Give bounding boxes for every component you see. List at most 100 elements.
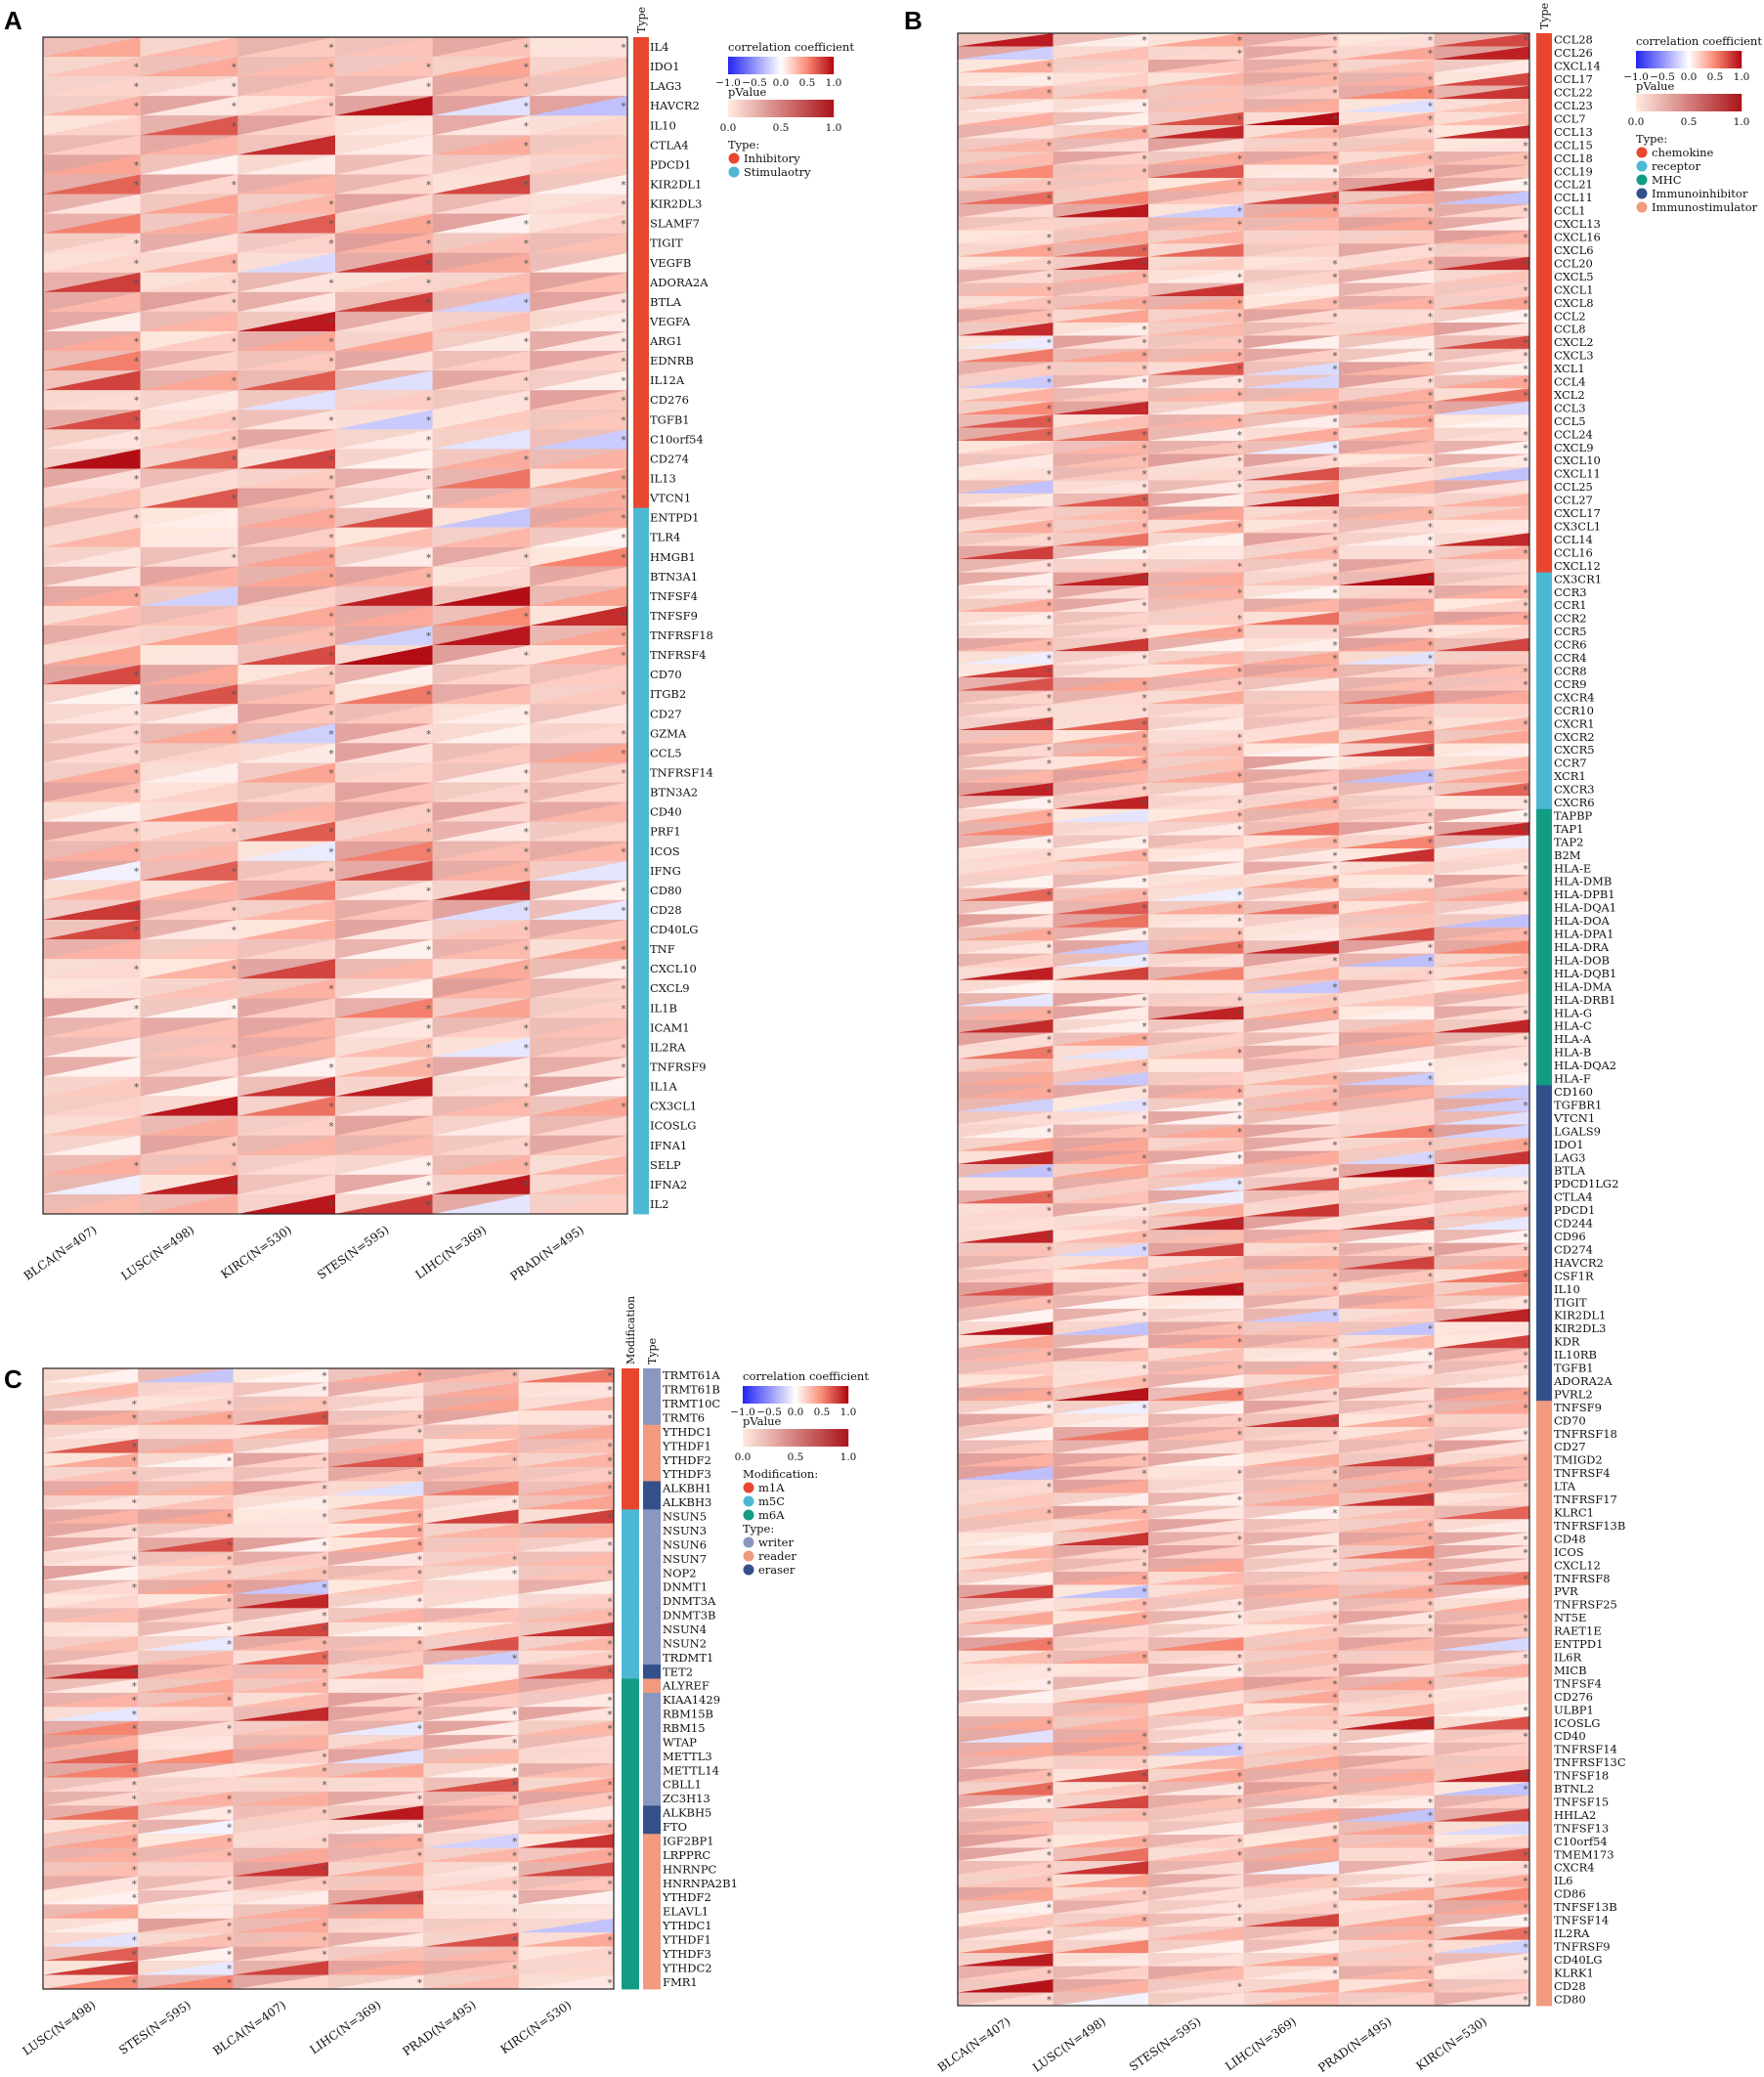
legend-cor-swatch bbox=[767, 57, 770, 74]
legend-cor-swatch bbox=[734, 57, 737, 74]
legend-cor-swatch bbox=[1691, 51, 1694, 68]
correlation-cell bbox=[530, 743, 627, 763]
significance-mark: * bbox=[1237, 352, 1242, 363]
correlation-cell bbox=[335, 449, 433, 469]
legend-dot bbox=[1636, 160, 1648, 172]
correlation-cell bbox=[43, 841, 141, 861]
significance-mark: * bbox=[1333, 851, 1338, 862]
correlation-cell bbox=[530, 626, 627, 646]
gene-label: CXCL9 bbox=[1554, 441, 1594, 454]
significance-mark: * bbox=[1333, 181, 1338, 192]
legend-p-swatch bbox=[1710, 94, 1713, 111]
cohort-label: STES(N=595) bbox=[1127, 2014, 1204, 2074]
correlation-cell bbox=[432, 978, 531, 999]
legend-item-label: m1A bbox=[758, 1481, 785, 1494]
correlation-cell bbox=[140, 1174, 238, 1194]
correlation-cell bbox=[1148, 637, 1244, 652]
significance-mark: * bbox=[1142, 786, 1147, 797]
significance-mark: * bbox=[1237, 1850, 1242, 1861]
significance-mark: * bbox=[1047, 1640, 1052, 1651]
track-cell bbox=[643, 1494, 661, 1510]
legend-p-swatch bbox=[807, 1429, 810, 1447]
significance-mark: * bbox=[1047, 75, 1052, 86]
gene-label: HLA-DQA1 bbox=[1554, 901, 1616, 915]
correlation-cell bbox=[958, 1230, 1054, 1243]
legend-p-swatch bbox=[746, 100, 749, 117]
significance-mark: * bbox=[1428, 575, 1433, 585]
legend-cor-swatch bbox=[773, 57, 776, 74]
track-cell bbox=[643, 1904, 661, 1920]
legend-cor-swatch bbox=[809, 1386, 812, 1404]
correlation-cell bbox=[1148, 164, 1244, 178]
track-cell bbox=[1536, 1150, 1552, 1165]
legend-section-title: Type: bbox=[743, 1522, 774, 1536]
correlation-cell bbox=[140, 566, 238, 586]
correlation-cell bbox=[237, 331, 335, 352]
significance-mark: * bbox=[323, 1781, 327, 1792]
correlation-cell bbox=[1053, 611, 1148, 626]
significance-mark: * bbox=[1142, 1245, 1147, 1256]
correlation-cell bbox=[237, 978, 335, 999]
gene-label: RBM15 bbox=[663, 1721, 706, 1735]
correlation-cell bbox=[43, 782, 141, 802]
significance-mark: * bbox=[232, 337, 237, 348]
correlation-cell bbox=[958, 1703, 1054, 1717]
significance-mark: * bbox=[329, 102, 334, 112]
correlation-cell bbox=[1053, 1032, 1148, 1046]
legend-item-label: Immunoinhibitor bbox=[1652, 187, 1748, 200]
correlation-cell bbox=[958, 388, 1054, 402]
gene-label: TIGIT bbox=[650, 237, 683, 250]
significance-mark: * bbox=[1047, 811, 1052, 822]
significance-mark: * bbox=[1237, 943, 1242, 954]
significance-mark: * bbox=[232, 454, 237, 465]
correlation-cell bbox=[237, 115, 335, 136]
correlation-cell bbox=[432, 546, 531, 567]
gene-label: HNRNPC bbox=[663, 1862, 717, 1876]
significance-mark: * bbox=[1237, 1220, 1242, 1231]
significance-mark: * bbox=[134, 514, 139, 525]
legend-p-swatch bbox=[761, 100, 764, 117]
significance-mark: * bbox=[1237, 1114, 1242, 1125]
track-cell bbox=[1536, 441, 1552, 454]
track-cell bbox=[1536, 808, 1552, 823]
significance-mark: * bbox=[1428, 1535, 1433, 1545]
legend-p-swatch bbox=[1740, 94, 1742, 111]
significance-mark: * bbox=[1047, 1088, 1052, 1099]
significance-mark: * bbox=[1333, 194, 1338, 204]
correlation-cell bbox=[1053, 1795, 1148, 1809]
significance-mark: * bbox=[1142, 1653, 1147, 1664]
significance-mark: * bbox=[329, 82, 334, 93]
correlation-cell bbox=[432, 429, 531, 450]
significance-mark: * bbox=[1142, 378, 1147, 389]
legend-p-swatch bbox=[791, 100, 794, 117]
significance-mark: * bbox=[1428, 1220, 1433, 1231]
correlation-cell bbox=[237, 1193, 335, 1214]
significance-mark: * bbox=[1333, 1390, 1338, 1401]
significance-mark: * bbox=[1333, 1929, 1338, 1940]
correlation-cell bbox=[237, 605, 335, 626]
significance-mark: * bbox=[1047, 338, 1052, 349]
correlation-cell bbox=[335, 782, 433, 802]
correlation-cell bbox=[958, 979, 1054, 994]
significance-mark: * bbox=[329, 43, 334, 54]
gene-label: ULBP1 bbox=[1554, 1703, 1594, 1716]
significance-mark: * bbox=[1142, 456, 1147, 467]
correlation-cell bbox=[237, 370, 335, 391]
significance-mark: * bbox=[512, 1950, 517, 1961]
significance-mark: * bbox=[1428, 838, 1433, 848]
legend-p-swatch bbox=[839, 1429, 841, 1447]
gene-label: GZMA bbox=[650, 726, 687, 740]
significance-mark: * bbox=[232, 1004, 237, 1015]
gene-label: LRPPRC bbox=[663, 1848, 710, 1862]
significance-mark: * bbox=[608, 1612, 613, 1623]
significance-mark: * bbox=[1524, 391, 1528, 402]
correlation-cell bbox=[530, 507, 627, 528]
correlation-cell bbox=[140, 762, 238, 783]
significance-mark: * bbox=[1524, 1141, 1528, 1151]
legend-p-swatch bbox=[793, 100, 796, 117]
significance-mark: * bbox=[232, 102, 237, 112]
significance-mark: * bbox=[134, 435, 139, 446]
legend-cor-swatch bbox=[822, 57, 825, 74]
significance-mark: * bbox=[227, 1851, 232, 1862]
correlation-cell bbox=[335, 1193, 433, 1214]
